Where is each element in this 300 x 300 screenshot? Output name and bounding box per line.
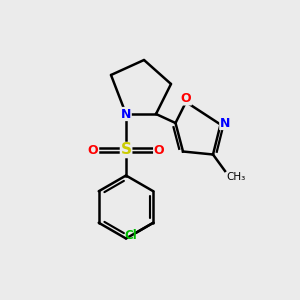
Text: O: O: [154, 143, 164, 157]
Text: Cl: Cl: [124, 229, 137, 242]
Text: N: N: [121, 107, 131, 121]
Text: S: S: [121, 142, 131, 158]
Text: O: O: [88, 143, 98, 157]
Text: O: O: [181, 92, 191, 105]
Text: CH₃: CH₃: [226, 172, 246, 182]
Text: N: N: [220, 116, 230, 130]
